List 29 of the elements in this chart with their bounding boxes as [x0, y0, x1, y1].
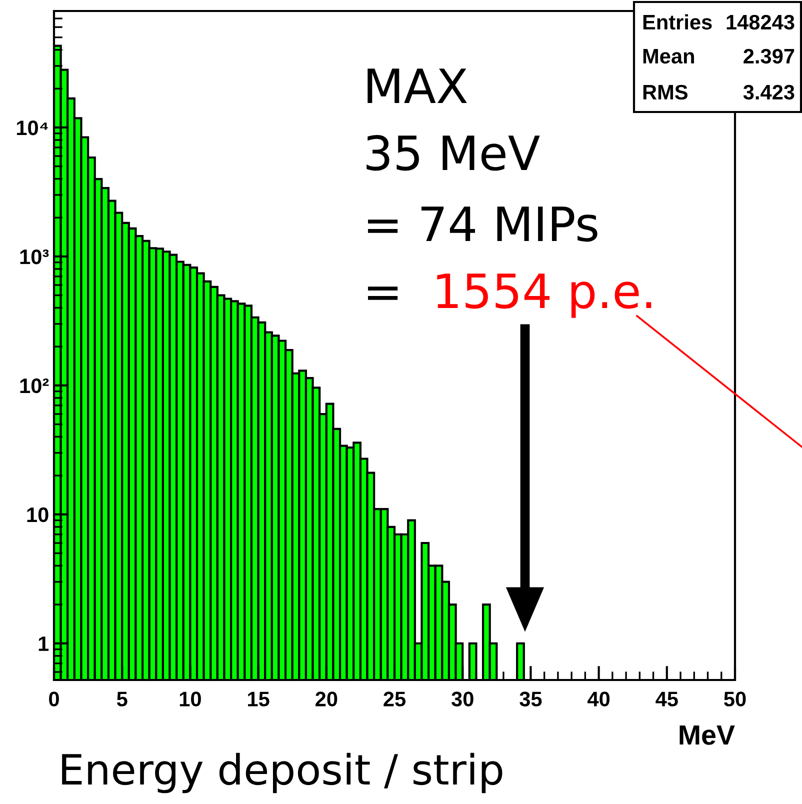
y-tick-label: 10	[27, 507, 48, 522]
x-tick-label: 5	[116, 692, 128, 706]
x-axis-title: MeV	[680, 725, 735, 745]
y-tick-label: 10³	[20, 249, 49, 264]
x-tick-label: 15	[248, 692, 270, 706]
annotation: RMS	[643, 84, 688, 100]
annotation: Mean	[643, 49, 694, 64]
annotation: 148243	[726, 14, 794, 30]
x-tick-label: 25	[384, 692, 406, 706]
y-tick-label: 10⁴	[16, 120, 48, 136]
x-tick-label: 10	[180, 692, 201, 706]
x-tick-label: 35	[520, 692, 542, 706]
x-tick-label: 50	[724, 692, 746, 706]
y-tick-label: 1	[38, 636, 49, 651]
x-tick-label: 20	[316, 692, 338, 706]
annotation: =	[368, 286, 398, 300]
x-tick-label: 40	[588, 692, 610, 706]
text: 2.397	[744, 48, 794, 64]
annotation: = 74 MIPs	[368, 206, 598, 242]
x-tick-label: 30	[451, 692, 474, 706]
annotation: 1554 p.e.	[437, 274, 652, 318]
annotation: MAX	[368, 68, 467, 104]
text: 3.423	[743, 84, 794, 100]
text: Energy deposit / strip	[62, 752, 502, 794]
x-tick-label: 0	[49, 692, 59, 706]
y-tick-label: 10²	[20, 378, 49, 394]
annotation: Entries	[643, 14, 712, 30]
x-tick-label: 45	[656, 692, 678, 706]
annotation: 35 MeV	[366, 134, 540, 171]
